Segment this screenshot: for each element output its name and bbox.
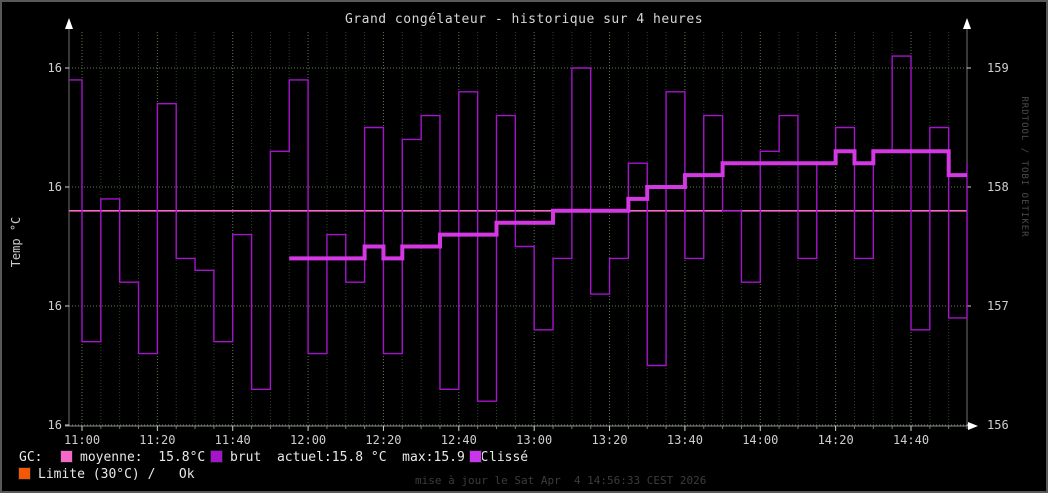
legend-moyenne: moyenne: 15.8°C	[80, 450, 206, 465]
ytick-right-157: 157	[987, 299, 1009, 313]
limite-swatch	[18, 467, 31, 480]
ytick-right-158: 158	[987, 180, 1009, 194]
ytick-right-156: 156	[987, 418, 1009, 432]
xtick-14:40: 14:40	[892, 433, 930, 447]
last-update-text: mise à jour le Sat Apr 4 14:56:33 CEST 2…	[415, 474, 707, 487]
ytick-right-159: 159	[987, 61, 1009, 75]
xtick-13:40: 13:40	[666, 433, 703, 447]
brut-swatch	[210, 450, 223, 463]
xtick-11:00: 11:00	[63, 433, 101, 447]
xtick-12:20: 12:20	[365, 433, 402, 447]
lisse-swatch	[469, 450, 482, 463]
ytick-left-159: 16	[47, 61, 62, 75]
legend-brut: brut actuel:15.8 °C max:15.9 °C	[230, 450, 489, 465]
ytick-left-158: 16	[47, 180, 62, 194]
legend-row-2: Limite (30°C) / Ok	[2, 467, 1046, 482]
xtick-13:00: 13:00	[516, 433, 553, 447]
ytick-left-157: 16	[47, 299, 62, 313]
legend-row-1: GC: moyenne: 15.8°C brut actuel:15.8 °C …	[2, 450, 1046, 465]
xtick-11:20: 11:20	[139, 433, 176, 447]
legend-lisse: lissé	[489, 450, 529, 465]
xtick-12:40: 12:40	[440, 433, 477, 447]
legend-limite: Limite (30°C) / Ok	[38, 467, 195, 482]
legend-prefix: GC:	[19, 450, 43, 465]
moyenne-swatch	[60, 450, 73, 463]
chart-title: Grand congélateur - historique sur 4 heu…	[344, 12, 704, 27]
xtick-12:00: 12:00	[290, 433, 327, 447]
xtick-13:20: 13:20	[591, 433, 628, 447]
xtick-14:00: 14:00	[742, 433, 779, 447]
xtick-11:40: 11:40	[214, 433, 251, 447]
xtick-14:20: 14:20	[817, 433, 854, 447]
plot-area	[65, 18, 978, 431]
ytick-left-156: 16	[47, 418, 62, 432]
